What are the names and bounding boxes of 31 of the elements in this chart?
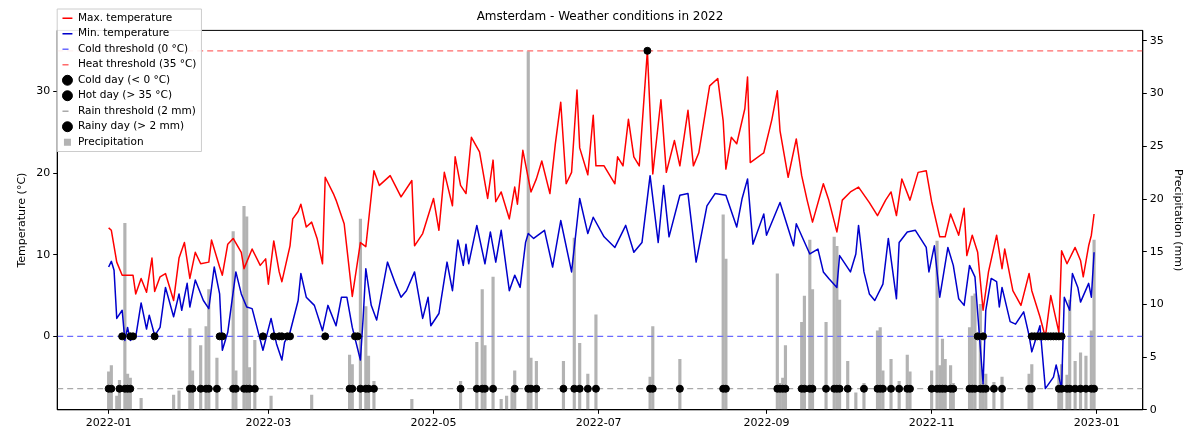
y-tick-label: 30 [36,84,51,98]
x-tick-label: 2023-01 [1073,416,1120,430]
x-tick-label: 2022-11 [908,416,955,430]
legend-label: Hot day (> 35 °C) [77,88,172,101]
y-axis-title: Temperature (°C) [15,172,29,269]
y2-tick-label: 10 [1149,297,1164,311]
legend-label: Max. temperature [77,10,173,23]
y2-tick-label: 15 [1149,244,1164,258]
y2-tick-label: 25 [1149,139,1164,153]
legend-label: Rainy day (> 2 mm) [77,119,185,132]
y2-tick-label: 5 [1149,349,1157,363]
y-tick-label: 20 [36,166,51,180]
legend-label: Cold day (< 0 °C) [77,72,171,85]
x-tick-label: 2022-03 [245,416,292,430]
legend-label: Min. temperature [77,26,170,39]
legend-label: Heat threshold (35 °C) [77,57,197,70]
y2-tick-label: 35 [1149,33,1164,47]
y2-axis-title: Precipitation (mm) [1171,168,1185,272]
legend-label: Cold threshold (0 °C) [77,41,189,54]
x-tick-label: 2022-01 [85,416,132,430]
x-tick-label: 2022-07 [575,416,622,430]
x-tick-label: 2022-05 [410,416,457,430]
chart-title: Amsterdam - Weather conditions in 2022 [476,9,724,24]
legend-label: Rain threshold (2 mm) [77,103,196,116]
y-tick-label: 0 [43,329,51,343]
y2-tick-label: 0 [1149,402,1157,416]
y-tick-label: 10 [36,247,51,261]
y2-tick-label: 20 [1149,191,1164,205]
x-tick-label: 2022-09 [743,416,790,430]
legend-label: Precipitation [77,134,144,147]
y2-tick-label: 30 [1149,86,1164,100]
